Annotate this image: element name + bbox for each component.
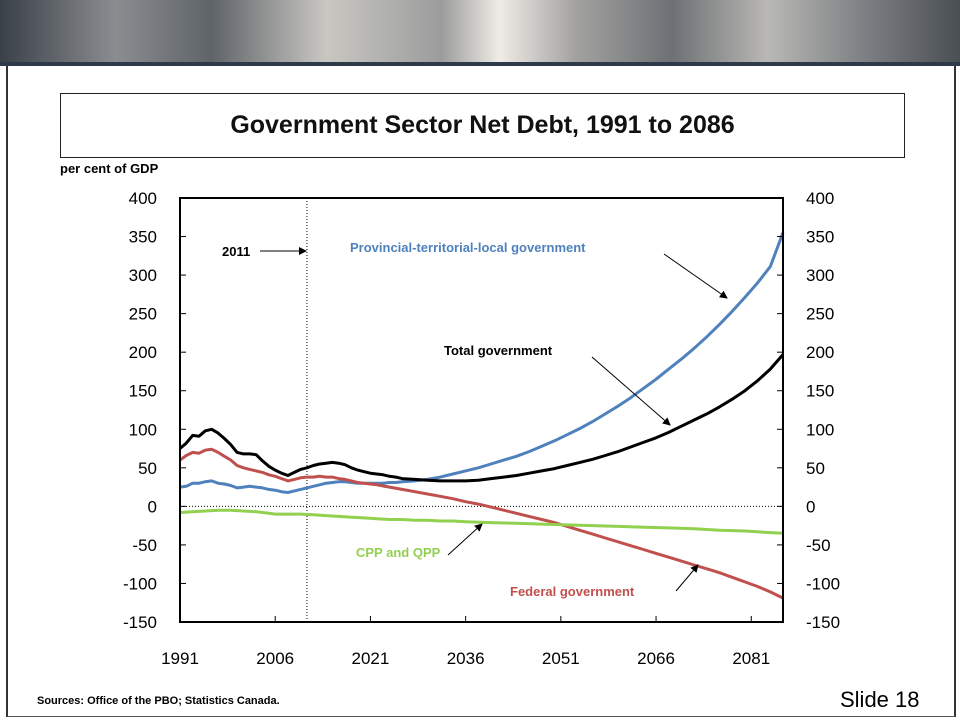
- y-tick-label-left: 150: [129, 382, 157, 401]
- annotation-arrow-cpp-and-qpp: [447, 523, 483, 556]
- y-tick-label-left: 250: [129, 305, 157, 324]
- series-line-provincial-territorial-local-government: [179, 232, 785, 494]
- y-tick-label-left: 100: [129, 420, 157, 439]
- annotation-total-government: Total government: [444, 343, 553, 358]
- sources-note: Sources: Office of the PBO; Statistics C…: [37, 695, 280, 707]
- slide-frame: [6, 66, 956, 717]
- y-tick-label-right: 400: [806, 189, 834, 208]
- y-tick-label-right: -100: [806, 574, 840, 593]
- y-tick-label-right: 300: [806, 266, 834, 285]
- x-tick-label: 2006: [256, 649, 294, 668]
- y-tick-label-left: 350: [129, 228, 157, 247]
- x-tick-label: 1991: [161, 649, 199, 668]
- annotation-provincial-territorial-local-government: Provincial-territorial-local government: [350, 240, 586, 255]
- y-tick-label-right: 150: [806, 382, 834, 401]
- slide-number: Slide 18: [840, 687, 920, 712]
- annotation-arrow-total-government: [591, 356, 671, 426]
- x-tick-label: 2051: [542, 649, 580, 668]
- reference-line-label: 2011: [222, 244, 250, 259]
- y-tick-label-right: 100: [806, 420, 834, 439]
- y-tick-label-right: 250: [806, 305, 834, 324]
- y-tick-label-left: 400: [129, 189, 157, 208]
- y-tick-label-right: 50: [806, 459, 825, 478]
- series-line-federal-government: [179, 447, 784, 600]
- x-tick-label: 2021: [352, 649, 390, 668]
- header-divider: [0, 62, 960, 66]
- y-axis-label: per cent of GDP: [60, 161, 159, 176]
- chart-title: Government Sector Net Debt, 1991 to 2086: [230, 111, 735, 139]
- header-banner-image: [0, 0, 960, 62]
- y-tick-label-left: 50: [138, 459, 157, 478]
- y-tick-label-right: -50: [806, 536, 831, 555]
- y-tick-label-left: 0: [148, 497, 157, 516]
- y-tick-label-right: 0: [806, 497, 815, 516]
- plot-area-border: [179, 197, 784, 623]
- y-tick-label-left: -100: [123, 574, 157, 593]
- y-tick-label-left: -150: [123, 613, 157, 632]
- chart-title-box: Government Sector Net Debt, 1991 to 2086: [60, 93, 905, 158]
- y-tick-label-right: 200: [806, 343, 834, 362]
- x-tick-label: 2036: [447, 649, 485, 668]
- y-tick-label-right: -150: [806, 613, 840, 632]
- annotation-arrow-federal-government: [675, 564, 699, 592]
- y-tick-label-left: 300: [129, 266, 157, 285]
- annotation-cpp-and-qpp: CPP and QPP: [356, 545, 441, 560]
- series-line-total-government: [179, 353, 785, 483]
- y-tick-label-left: 200: [129, 343, 157, 362]
- y-tick-label-left: -50: [132, 536, 157, 555]
- annotation-arrow-provincial-territorial-local-government: [663, 253, 728, 299]
- series-line-cpp-and-qpp: [179, 508, 784, 535]
- y-tick-label-right: 350: [806, 228, 834, 247]
- x-tick-label: 2081: [732, 649, 770, 668]
- x-tick-label: 2066: [637, 649, 675, 668]
- annotation-federal-government: Federal government: [510, 584, 635, 599]
